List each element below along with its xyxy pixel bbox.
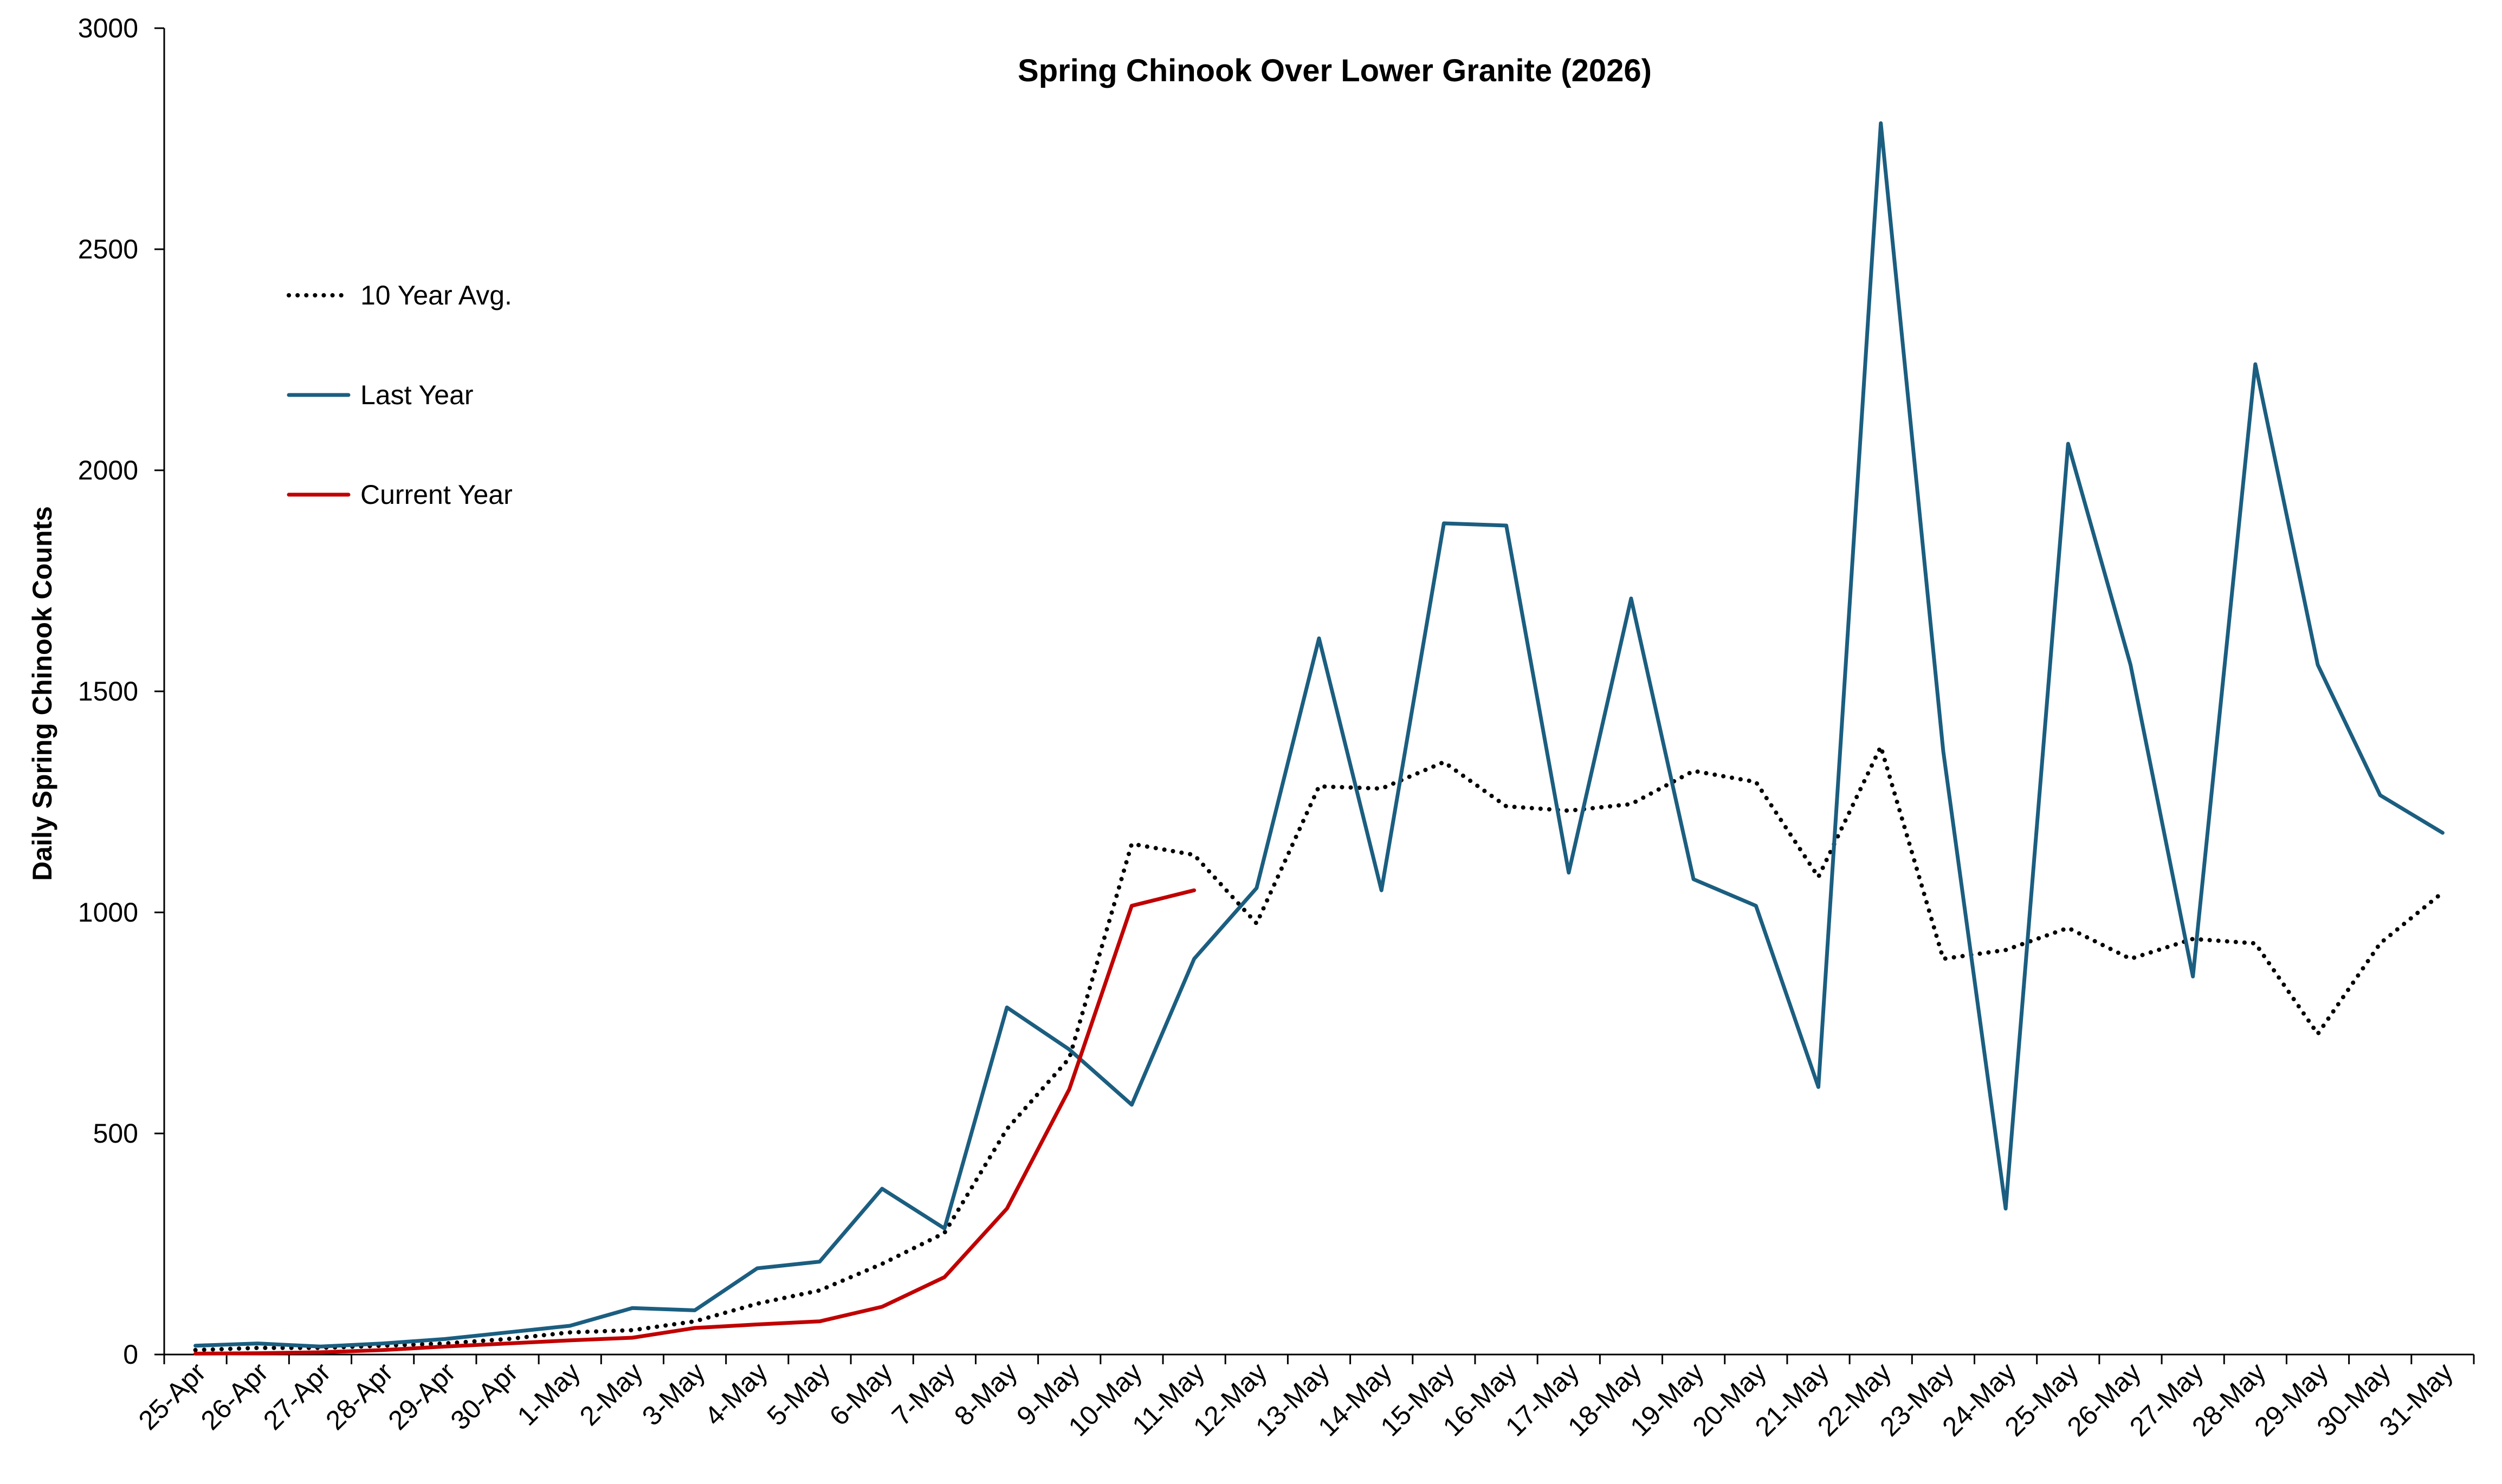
x-tick-label: 25-Apr [133, 1357, 212, 1436]
x-tick-label: 4-May [699, 1357, 773, 1431]
y-tick-label: 2500 [78, 234, 138, 264]
y-tick-label: 500 [93, 1118, 138, 1149]
y-tick-label: 2000 [78, 455, 138, 485]
series-line-10-year-avg [193, 744, 2445, 1352]
x-tick-label: 1-May [512, 1357, 586, 1431]
legend-label: Last Year [360, 380, 474, 410]
series-line-last-year [193, 121, 2445, 1349]
x-tick-label: 2-May [574, 1357, 649, 1431]
legend: 10 Year Avg. Last Year Current Year [287, 280, 513, 510]
axes [163, 28, 2474, 1356]
y-axis-ticks: 0 500 1000 1500 2000 2500 3000 [78, 13, 164, 1370]
x-tick-label: 8-May [948, 1357, 1023, 1431]
legend-label: 10 Year Avg. [360, 280, 512, 310]
y-tick-label: 3000 [78, 13, 138, 43]
x-tick-label: 28-Apr [320, 1357, 399, 1436]
y-tick-label: 0 [123, 1339, 138, 1370]
y-tick-label: 1500 [78, 676, 138, 707]
x-tick-label: 6-May [824, 1357, 898, 1431]
y-axis-label: Daily Spring Chinook Counts [27, 506, 57, 881]
x-tick-label: 29-Apr [382, 1357, 461, 1436]
x-tick-label: 5-May [761, 1357, 836, 1431]
series-group [193, 121, 2445, 1356]
x-tick-label: 3-May [636, 1357, 711, 1431]
x-tick-label: 7-May [886, 1357, 961, 1431]
x-tick-label: 30-Apr [445, 1357, 524, 1436]
x-axis-ticks: 25-Apr26-Apr27-Apr28-Apr29-Apr30-Apr1-Ma… [133, 1355, 2475, 1442]
y-tick-label: 1000 [78, 897, 138, 928]
x-tick-label: 27-Apr [257, 1357, 337, 1436]
x-tick-label: 26-Apr [195, 1357, 274, 1436]
legend-label: Current Year [360, 479, 513, 510]
series-line-current-year [193, 888, 1197, 1356]
chart-title: Spring Chinook Over Lower Granite (2026) [1018, 53, 1652, 88]
